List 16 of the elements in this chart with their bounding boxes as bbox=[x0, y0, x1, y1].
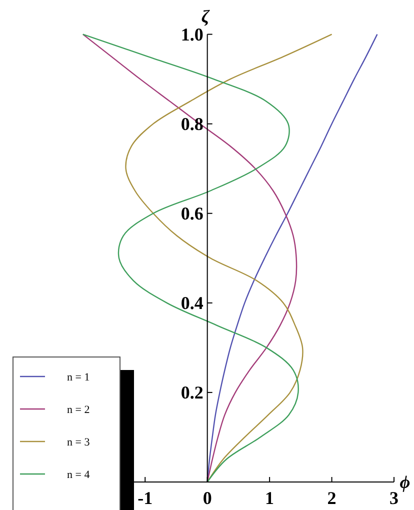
y-axis-title: ζ bbox=[201, 6, 210, 26]
x-tick-label: 1 bbox=[265, 488, 274, 508]
y-tick-label: 0.6 bbox=[180, 203, 204, 224]
x-axis-title: ϕ bbox=[400, 472, 410, 492]
y-tick-label: 0.8 bbox=[180, 114, 204, 134]
x-tick-label: 0 bbox=[202, 488, 212, 508]
y-tick-label: 0.4 bbox=[180, 292, 204, 313]
legend-label: n = 4 bbox=[67, 469, 90, 481]
x-tick-label: 3 bbox=[390, 488, 398, 508]
y-tick-label: 0.2 bbox=[180, 382, 204, 402]
y-tick-label: 1.0 bbox=[180, 24, 204, 44]
legend-label: n = 2 bbox=[67, 404, 90, 416]
legend-label: n = 1 bbox=[67, 372, 90, 384]
x-tick-label: 2 bbox=[327, 488, 336, 508]
legend-label: n = 3 bbox=[67, 436, 90, 448]
x-tick-label: -1 bbox=[138, 488, 153, 508]
